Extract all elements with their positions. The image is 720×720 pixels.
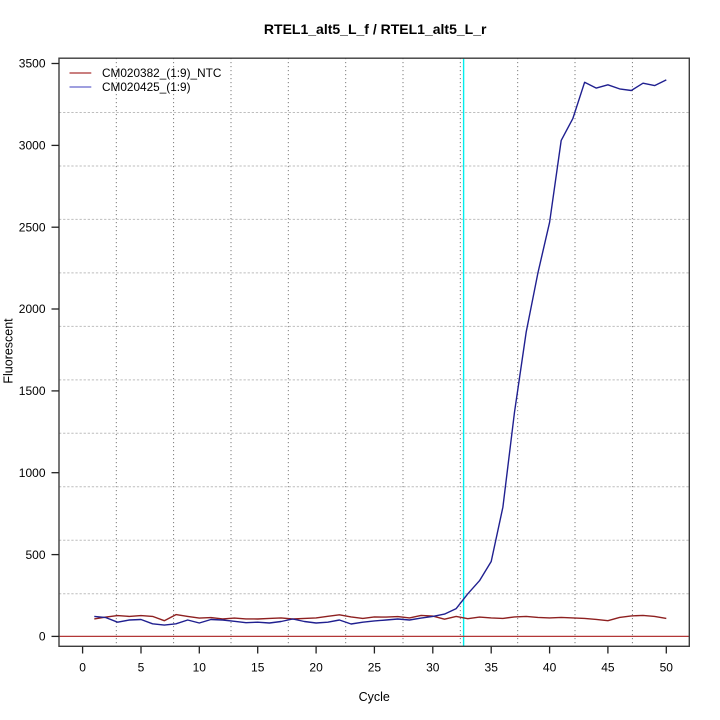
svg-text:Cycle: Cycle <box>359 690 390 704</box>
svg-text:5: 5 <box>138 661 145 675</box>
svg-text:2500: 2500 <box>19 220 46 234</box>
svg-text:500: 500 <box>25 548 45 562</box>
svg-text:25: 25 <box>368 661 382 675</box>
svg-text:45: 45 <box>601 661 615 675</box>
svg-text:CM020382_(1:9)_NTC: CM020382_(1:9)_NTC <box>102 66 222 80</box>
svg-text:10: 10 <box>193 661 207 675</box>
svg-text:15: 15 <box>251 661 265 675</box>
svg-text:40: 40 <box>543 661 557 675</box>
svg-text:RTEL1_alt5_L_f / RTEL1_alt5_L_: RTEL1_alt5_L_f / RTEL1_alt5_L_r <box>264 21 487 37</box>
svg-text:3000: 3000 <box>19 139 46 153</box>
svg-text:1500: 1500 <box>19 384 46 398</box>
svg-text:20: 20 <box>309 661 323 675</box>
svg-text:2000: 2000 <box>19 302 46 316</box>
svg-text:50: 50 <box>660 661 674 675</box>
svg-text:35: 35 <box>485 661 499 675</box>
svg-text:0: 0 <box>39 630 46 644</box>
svg-text:0: 0 <box>79 661 86 675</box>
svg-text:1000: 1000 <box>19 466 46 480</box>
svg-text:Fluorescent: Fluorescent <box>2 318 16 384</box>
svg-text:CM020425_(1:9): CM020425_(1:9) <box>102 80 191 94</box>
svg-text:3500: 3500 <box>19 57 46 71</box>
svg-text:30: 30 <box>426 661 440 675</box>
